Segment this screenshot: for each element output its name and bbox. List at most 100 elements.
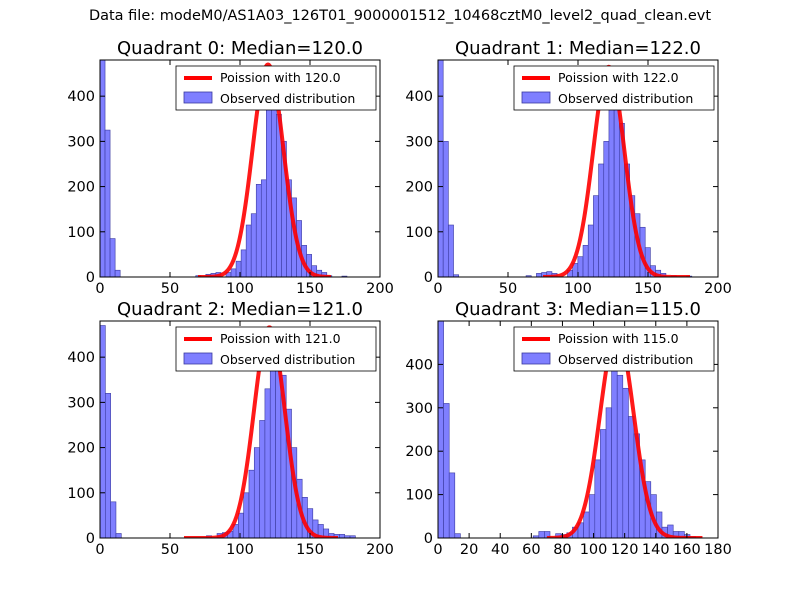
y-tick-label: 0 [86, 531, 95, 547]
histogram-bar [453, 274, 460, 277]
histogram-bar [248, 469, 255, 538]
y-tick-label: 300 [405, 401, 433, 417]
histogram-bar [253, 447, 260, 538]
histogram-bar [448, 224, 454, 277]
x-tick-label: 150 [296, 542, 324, 558]
x-tick-label: 200 [704, 281, 732, 297]
legend-hist-label: Observed distribution [558, 91, 693, 106]
quadrant-title: Quadrant 0: Median=120.0 [117, 38, 363, 59]
histogram-bar [608, 86, 615, 277]
histogram-bar [628, 416, 635, 538]
histogram-bar [605, 407, 612, 538]
legend: Poission with 120.0 Observed distribution [175, 65, 377, 111]
histogram-bar [260, 179, 267, 277]
x-tick-label: 0 [433, 281, 442, 297]
y-tick-label: 0 [424, 270, 433, 286]
y-tick-label: 200 [405, 180, 433, 196]
legend-curve-label: Poission with 121.0 [220, 331, 341, 346]
x-tick-label: 120 [611, 542, 639, 558]
histogram-bar [443, 403, 450, 538]
histogram-bar [613, 104, 620, 277]
legend-hist-swatch [183, 352, 213, 365]
histogram-bar [245, 224, 252, 277]
x-tick-label: 150 [634, 281, 662, 297]
x-tick-label: 0 [433, 542, 442, 558]
quadrant-2-plot-area [100, 325, 356, 538]
histogram-bar [588, 494, 596, 538]
histogram-bar [438, 321, 444, 538]
histogram-bar [538, 531, 545, 538]
legend-hist-label: Observed distribution [558, 352, 693, 367]
y-tick-label: 400 [67, 350, 95, 366]
histogram-bar [115, 533, 122, 538]
x-tick-label: 150 [296, 281, 324, 297]
y-tick-label: 300 [67, 395, 95, 411]
quadrant-2-panel: 0 50 100 150 200 0 100 200 300 400 Quadrant 2: Med… [67, 299, 394, 558]
histogram-bar [536, 273, 542, 277]
y-tick-label: 200 [67, 180, 95, 196]
histogram-bar [240, 249, 247, 277]
histogram-bar [264, 388, 271, 538]
histogram-bar [448, 472, 456, 538]
x-tick-label: 0 [95, 281, 104, 297]
legend-curve-label: Poission with 122.0 [558, 70, 679, 85]
histogram-bar [243, 492, 250, 538]
legend-hist-swatch [521, 91, 551, 104]
histogram-bar [100, 60, 106, 277]
legend: Poission with 121.0 Observed distribution [175, 326, 377, 372]
histogram-bar [616, 374, 624, 538]
x-tick-label: 100 [226, 281, 254, 297]
x-tick-label: 40 [491, 542, 509, 558]
legend-curve-label: Poission with 120.0 [220, 70, 341, 85]
histogram-bar [266, 104, 272, 277]
y-tick-label: 200 [405, 444, 433, 460]
histogram-bar [600, 429, 607, 538]
x-tick-label: 160 [673, 542, 701, 558]
histogram-bar [622, 387, 629, 538]
y-tick-label: 400 [405, 89, 433, 105]
legend-hist-swatch [521, 352, 551, 365]
quadrant-0-panel: 0 50 100 150 200 0 100 200 300 400 Quadrant 0: Med… [67, 38, 394, 297]
histogram-bar [577, 256, 584, 277]
x-tick-label: 80 [553, 542, 571, 558]
y-tick-label: 200 [67, 441, 95, 457]
y-tick-label: 100 [67, 225, 95, 241]
quadrant-1-plot-area [438, 60, 693, 277]
y-tick-label: 0 [424, 531, 433, 547]
histogram-bar [114, 269, 121, 277]
quadrant-title: Quadrant 2: Median=121.0 [117, 299, 363, 320]
histogram-bar [255, 184, 262, 277]
histogram-bar [238, 512, 244, 538]
y-tick-label: 100 [405, 488, 433, 504]
x-tick-label: 50 [161, 281, 179, 297]
histogram-bar [587, 224, 594, 277]
legend-hist-label: Observed distribution [220, 352, 355, 367]
x-tick-label: 200 [366, 542, 394, 558]
histogram-bar [603, 141, 610, 277]
histogram-bar [594, 459, 601, 538]
histogram-bar [454, 533, 461, 538]
histogram-bar [104, 129, 111, 277]
x-tick-label: 0 [95, 542, 104, 558]
histogram-bar [230, 268, 237, 277]
y-tick-label: 300 [67, 134, 95, 150]
x-tick-label: 100 [580, 542, 608, 558]
histogram-bar [598, 163, 605, 277]
quadrant-3-panel: 0 20 40 60 80 100 120 140 160 1800100200300400Qua… [405, 299, 732, 558]
x-tick-label: 60 [522, 542, 540, 558]
histogram-bar [110, 501, 117, 538]
y-tick-label: 100 [405, 225, 433, 241]
x-tick-label: 50 [161, 542, 179, 558]
quadrant-3-plot-area [438, 321, 704, 538]
legend-box [513, 326, 715, 372]
quadrant-title: Quadrant 3: Median=115.0 [455, 299, 701, 320]
y-tick-label: 300 [405, 134, 433, 150]
x-tick-label: 140 [642, 542, 670, 558]
histogram-bar [593, 195, 599, 277]
axes-frame [437, 320, 719, 539]
x-tick-label: 100 [564, 281, 592, 297]
x-tick-label: 100 [226, 542, 254, 558]
legend: Poission with 115.0 Observed distribution [513, 326, 715, 372]
histogram-bar [105, 393, 111, 538]
